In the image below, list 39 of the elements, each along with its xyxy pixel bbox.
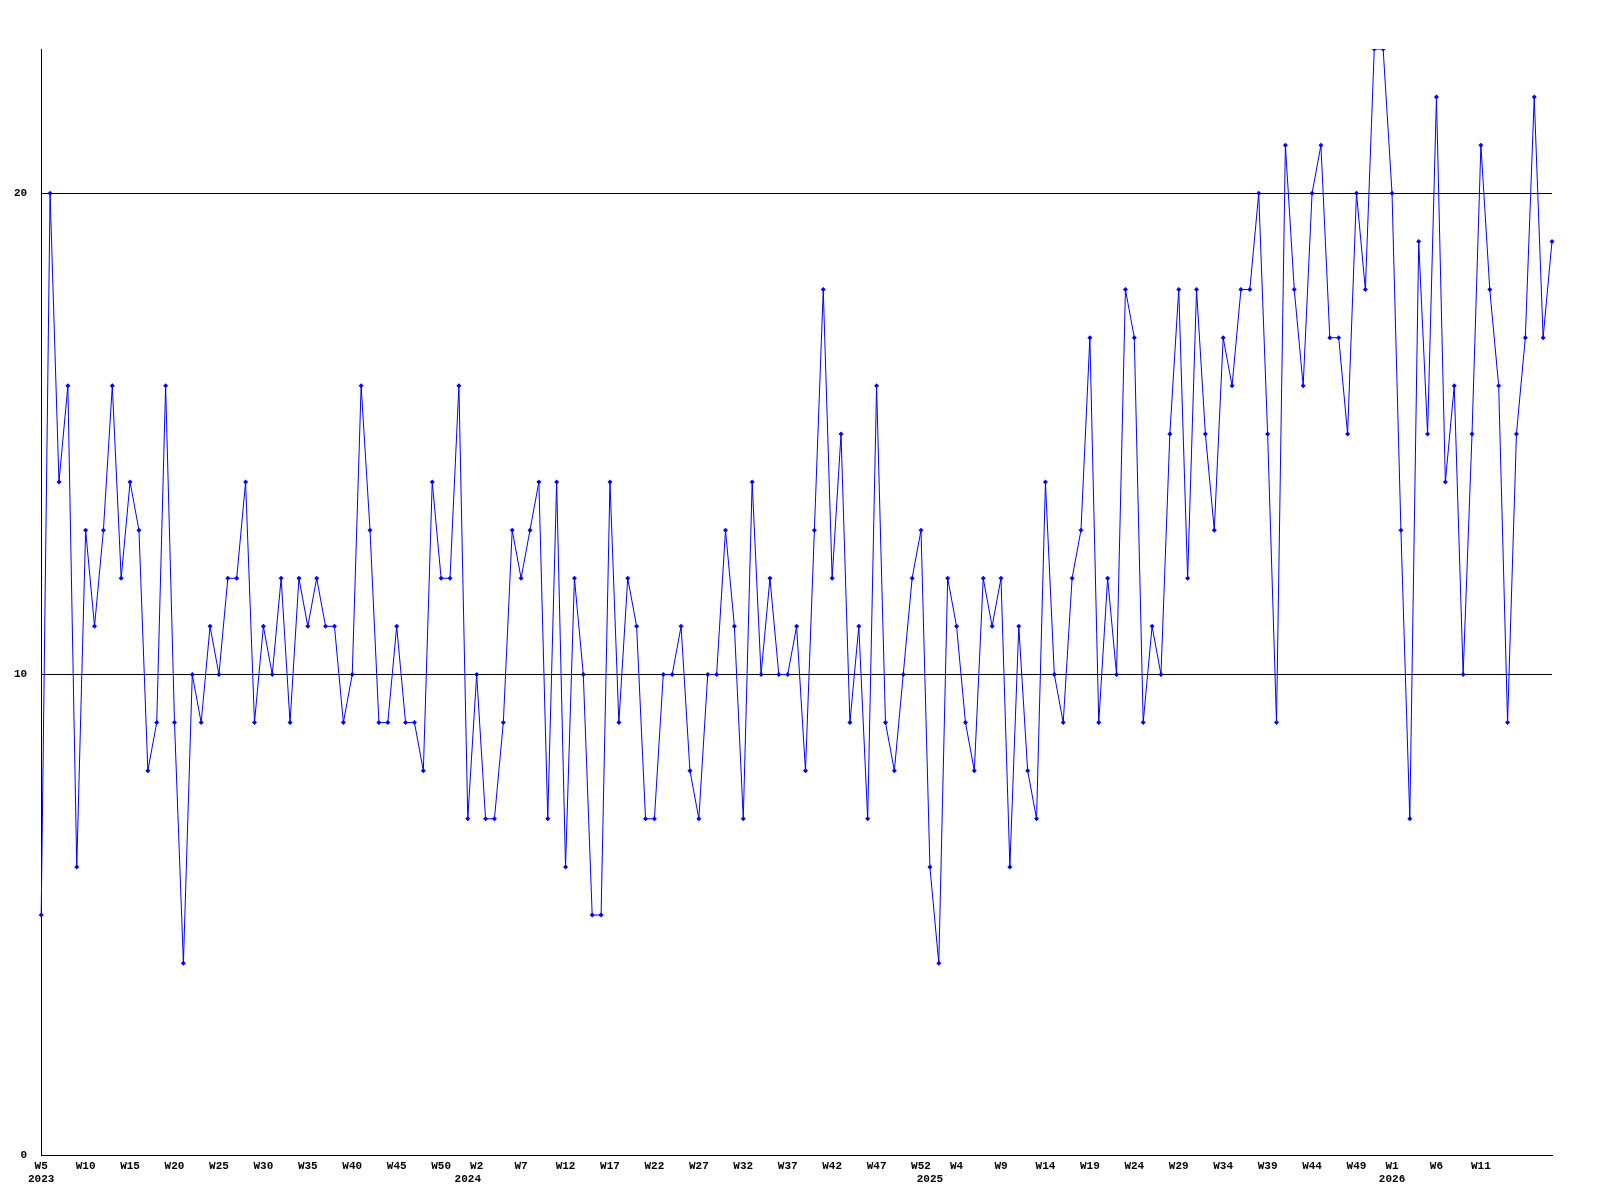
y-tick-label: 10 <box>14 668 28 681</box>
x-tick-label: W25 <box>209 1159 230 1172</box>
x-tick-label: W32 <box>733 1159 754 1172</box>
x-tick-label: 2025 <box>916 1173 944 1186</box>
x-tick-label: W6 <box>1429 1159 1444 1172</box>
x-tick-label: W50 <box>431 1159 452 1172</box>
x-tick-label: W37 <box>777 1159 798 1172</box>
x-tick-label: W35 <box>297 1159 319 1172</box>
x-tick-label: W15 <box>120 1159 141 1172</box>
x-tick-label: W11 <box>1471 1159 1492 1172</box>
x-tick-label: W49 <box>1346 1159 1367 1172</box>
x-tick-label: W17 <box>600 1159 620 1172</box>
x-tick-label: W2 <box>470 1159 484 1172</box>
x-tick-label: W1 2026 <box>1378 1159 1406 1186</box>
x-tick-label: W45 <box>386 1159 407 1172</box>
x-tick-label: W40 <box>342 1159 363 1172</box>
x-tick-label: W19 <box>1079 1159 1100 1172</box>
x-tick-label: W5 2023 <box>28 1159 55 1186</box>
x-tick-label: W44 <box>1302 1159 1323 1172</box>
x-tick-label: W12 <box>555 1159 576 1172</box>
x-tick-label: 2024 <box>454 1173 482 1186</box>
x-tick-label: W10 <box>75 1159 96 1172</box>
x-tick-label: W34 <box>1213 1159 1234 1172</box>
x-tick-label: W42 <box>822 1159 843 1172</box>
x-tick-label: W47 <box>866 1159 887 1172</box>
x-tick-label: W30 <box>253 1159 274 1172</box>
y-tick-label: 0 <box>20 1149 28 1162</box>
y-tick-label: 20 <box>14 187 28 200</box>
x-tick-label: W9 <box>994 1159 1008 1172</box>
x-tick-label: W22 <box>644 1159 665 1172</box>
x-tick-label: W4 <box>949 1159 964 1172</box>
x-tick-label: W27 <box>688 1159 709 1172</box>
x-tick-label: W52 <box>911 1159 931 1172</box>
x-tick-label: W14 <box>1035 1159 1056 1172</box>
x-tick-label: W24 <box>1124 1159 1145 1172</box>
x-tick-label: W20 <box>164 1159 185 1172</box>
x-tick-label: W7 <box>514 1159 528 1172</box>
x-tick-label: W39 <box>1257 1159 1278 1172</box>
x-tick-label: W29 <box>1168 1159 1189 1172</box>
